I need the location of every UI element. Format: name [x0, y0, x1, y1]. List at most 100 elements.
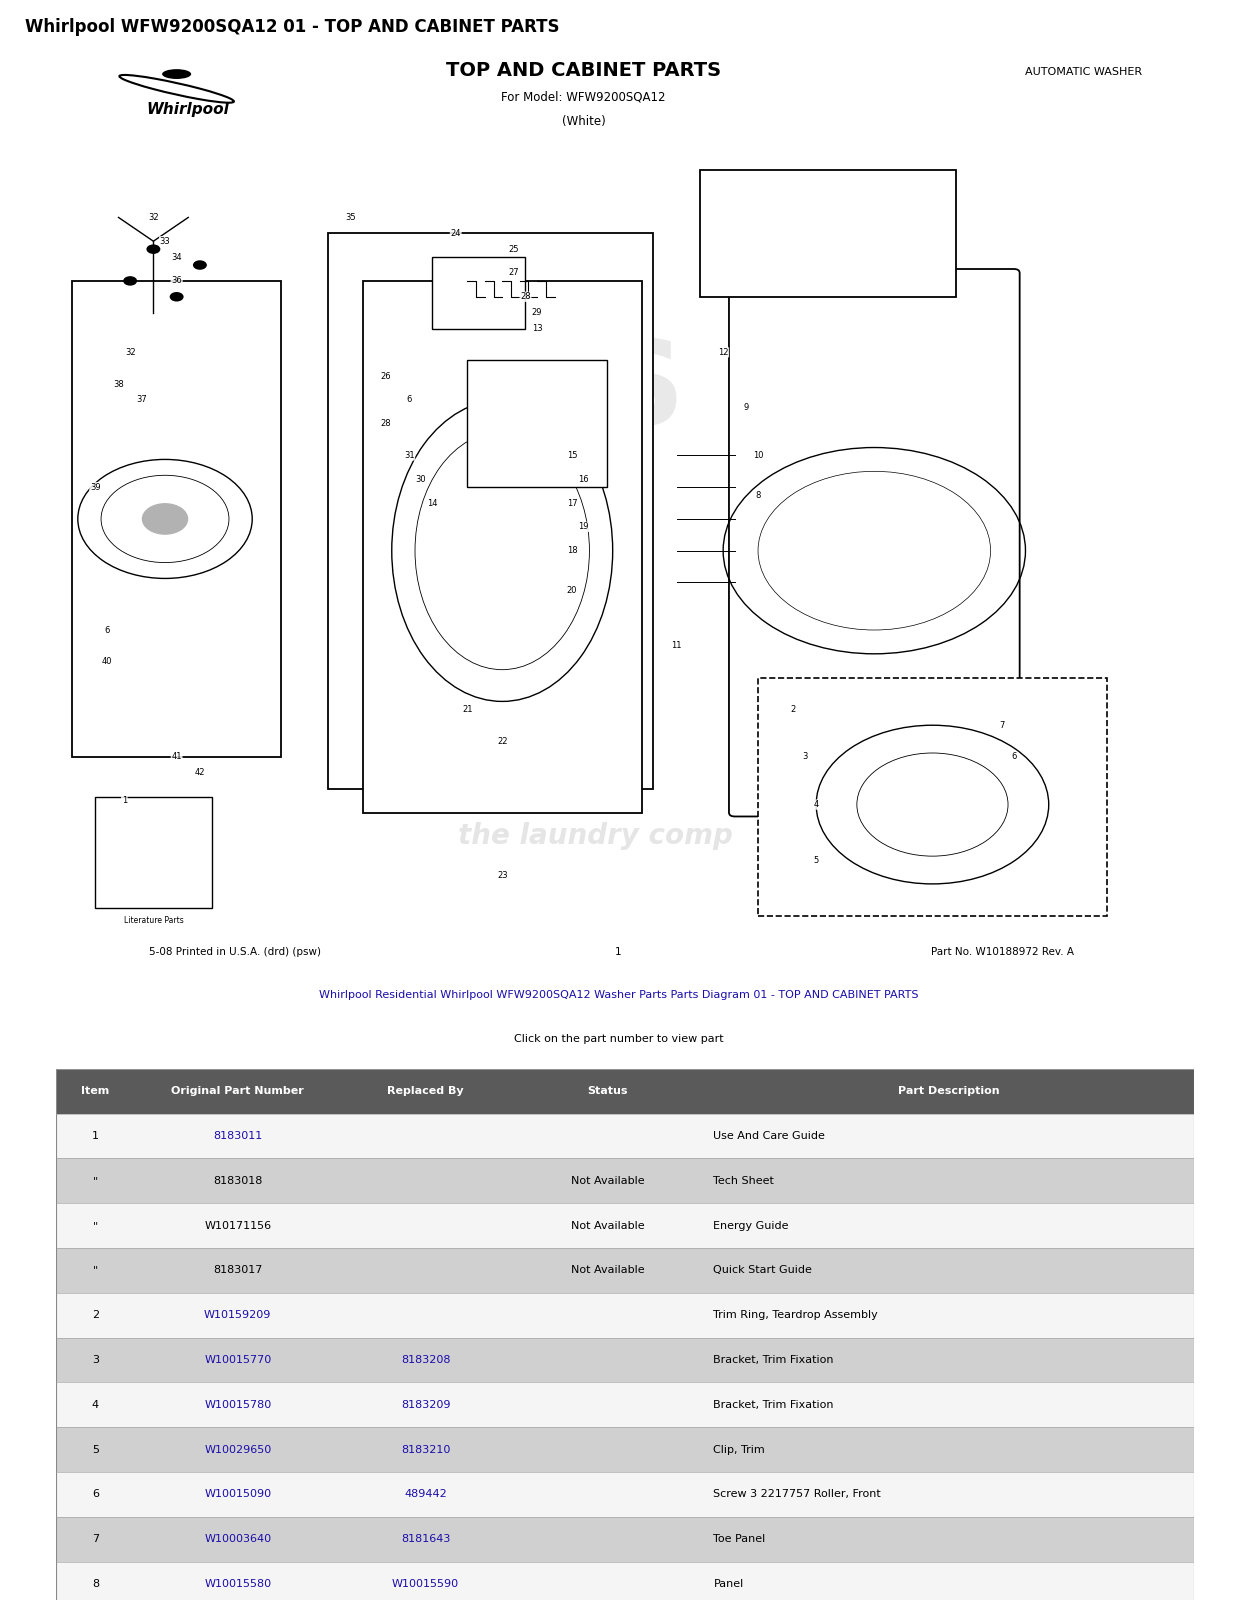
Text: 22: 22	[497, 736, 507, 746]
Text: 37: 37	[136, 395, 147, 405]
Text: 5-08 Printed in U.S.A. (drd) (psw): 5-08 Printed in U.S.A. (drd) (psw)	[148, 947, 320, 957]
Bar	[56, 1293, 1194, 1338]
Text: Trim Ring, Teardrop Assembly: Trim Ring, Teardrop Assembly	[714, 1310, 878, 1320]
Text: W10171156: W10171156	[204, 1221, 271, 1230]
Text: W10029650: W10029650	[204, 1445, 271, 1454]
Text: 25: 25	[508, 245, 520, 254]
Text: W10015580: W10015580	[204, 1579, 271, 1589]
Text: 28: 28	[521, 293, 531, 301]
Text: Not Available: Not Available	[570, 1266, 644, 1275]
Bar	[328, 234, 653, 789]
Text: the laundry comp: the laundry comp	[458, 822, 732, 850]
Text: 32: 32	[125, 347, 135, 357]
Bar	[56, 1203, 1194, 1248]
Text: 3: 3	[92, 1355, 99, 1365]
Text: Click on the part number to view part: Click on the part number to view part	[513, 1034, 724, 1043]
Bar	[468, 360, 607, 486]
Text: S: S	[867, 382, 951, 498]
Text: 11: 11	[672, 642, 682, 650]
Text: ": "	[93, 1176, 98, 1186]
Ellipse shape	[162, 69, 192, 78]
Text: 32: 32	[148, 213, 158, 222]
Text: 26: 26	[381, 371, 391, 381]
Text: Whirlpool Residential Whirlpool WFW9200SQA12 Washer Parts Parts Diagram 01 - TOP: Whirlpool Residential Whirlpool WFW9200S…	[319, 990, 918, 1000]
Bar	[56, 1114, 1194, 1158]
Bar	[56, 1427, 1194, 1472]
Text: 15: 15	[567, 451, 578, 459]
Text: Clip, Trim: Clip, Trim	[714, 1445, 766, 1454]
Text: Screw 3 2217757 Roller, Front: Screw 3 2217757 Roller, Front	[714, 1490, 881, 1499]
Text: Quick Start Guide: Quick Start Guide	[714, 1266, 813, 1275]
Text: Replaced By: Replaced By	[387, 1086, 464, 1096]
Text: 21: 21	[463, 706, 473, 714]
Text: 6: 6	[104, 626, 110, 635]
Text: W10003640: W10003640	[204, 1534, 271, 1544]
Text: 31: 31	[404, 451, 414, 459]
Text: W10015770: W10015770	[204, 1355, 271, 1365]
Text: 38: 38	[113, 379, 124, 389]
Text: 16: 16	[579, 475, 589, 483]
Circle shape	[124, 277, 137, 286]
Text: Panel: Panel	[714, 1579, 743, 1589]
Text: W10015090: W10015090	[204, 1490, 271, 1499]
Text: 8183210: 8183210	[401, 1445, 450, 1454]
Text: ": "	[93, 1221, 98, 1230]
Text: 8183018: 8183018	[213, 1176, 262, 1186]
Text: 8183208: 8183208	[401, 1355, 450, 1365]
Text: 8: 8	[92, 1579, 99, 1589]
Text: 30: 30	[416, 475, 426, 483]
Text: 12: 12	[717, 347, 729, 357]
Text: W10015590: W10015590	[392, 1579, 459, 1589]
Text: S: S	[344, 254, 428, 370]
Text: 28: 28	[381, 419, 391, 429]
Text: 8183017: 8183017	[213, 1266, 262, 1275]
Text: Whirlpool: Whirlpool	[147, 102, 230, 117]
Text: 1: 1	[92, 1131, 99, 1141]
Text: 36: 36	[171, 277, 182, 285]
Text: 4: 4	[92, 1400, 99, 1410]
Text: Literature Parts: Literature Parts	[124, 915, 183, 925]
Bar	[56, 1517, 1194, 1562]
Text: ": "	[93, 1266, 98, 1275]
Text: 7: 7	[999, 720, 1004, 730]
Text: 2: 2	[92, 1310, 99, 1320]
Text: 18: 18	[567, 546, 578, 555]
Text: 33: 33	[160, 237, 171, 246]
Text: 1: 1	[615, 947, 622, 957]
Text: 24: 24	[450, 229, 461, 238]
Bar	[362, 282, 642, 813]
Text: Part No. W10188972 Rev. A: Part No. W10188972 Rev. A	[930, 947, 1074, 957]
Text: W10159209: W10159209	[204, 1310, 271, 1320]
Text: Original Part Number: Original Part Number	[172, 1086, 304, 1096]
Text: 35: 35	[346, 213, 356, 222]
Text: 40: 40	[101, 658, 113, 666]
Text: 17: 17	[567, 499, 578, 507]
Text: 42: 42	[194, 768, 205, 778]
Text: 4: 4	[814, 800, 819, 810]
Text: 23: 23	[497, 872, 507, 880]
Bar	[56, 1472, 1194, 1517]
Text: For Model: WFW9200SQA12: For Model: WFW9200SQA12	[501, 91, 666, 104]
Text: Use And Care Guide: Use And Care Guide	[714, 1131, 825, 1141]
Text: 27: 27	[508, 269, 520, 277]
Text: 8183209: 8183209	[401, 1400, 450, 1410]
Text: 7: 7	[92, 1534, 99, 1544]
Text: S: S	[599, 334, 684, 450]
Text: 39: 39	[90, 483, 100, 491]
Text: 13: 13	[532, 325, 542, 333]
Bar	[758, 678, 1107, 915]
Text: Item: Item	[82, 1086, 110, 1096]
Text: 6: 6	[92, 1490, 99, 1499]
Text: Tech Sheet: Tech Sheet	[714, 1176, 774, 1186]
Circle shape	[169, 293, 183, 301]
Bar	[56, 1382, 1194, 1427]
Text: W10015780: W10015780	[204, 1400, 271, 1410]
FancyBboxPatch shape	[729, 269, 1019, 816]
Bar	[56, 1562, 1194, 1600]
Text: 41: 41	[172, 752, 182, 762]
Text: Status: Status	[588, 1086, 628, 1096]
Bar	[56, 1338, 1194, 1382]
Text: 489442: 489442	[404, 1490, 447, 1499]
Text: Whirlpool WFW9200SQA12 01 - TOP AND CABINET PARTS: Whirlpool WFW9200SQA12 01 - TOP AND CABI…	[25, 18, 559, 37]
Text: Not Available: Not Available	[570, 1221, 644, 1230]
